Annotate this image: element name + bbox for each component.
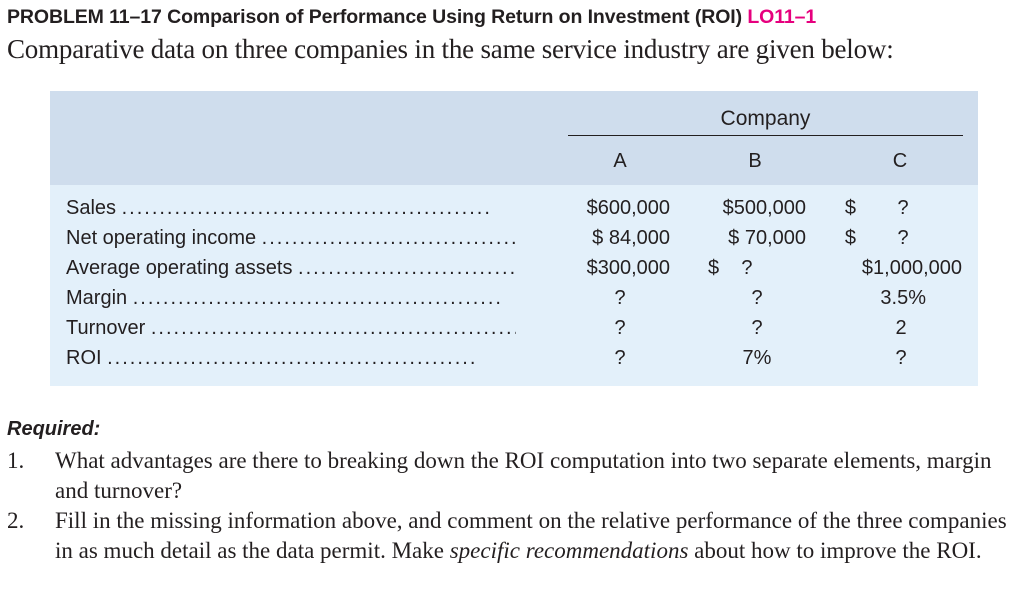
problem-title: PROBLEM 11–17 Comparison of Performance … [7,6,816,29]
table-row: Turnover ...............................… [50,313,978,343]
problem-intro: Comparative data on three companies in t… [7,34,894,64]
cell-b: ? [751,317,763,339]
table-row: Margin .................................… [50,283,978,313]
cell-b: ? [751,287,763,309]
cell-a: $300,000 [586,257,670,279]
row-label: ROI ....................................… [66,347,478,369]
table-row: ROI ....................................… [50,343,978,373]
cell-c: ? [895,347,907,369]
cell-b: $500,000 [722,197,806,219]
cell-a: ? [614,347,626,369]
table-row: Sales ..................................… [50,193,978,223]
row-label: Turnover ...............................… [66,317,516,339]
required-heading: Required: [7,418,101,440]
emphasis-text: specific recommendations [449,538,689,563]
item-text: What advantages are there to breaking do… [55,448,992,503]
cell-a: $600,000 [586,197,670,219]
problem-heading: PROBLEM 11–17 Comparison of Performance … [7,6,743,28]
row-label: Net operating income ...................… [66,227,516,249]
column-header-c: C [892,150,908,172]
table-header: Company A B C [50,91,978,185]
required-item-2: 2. Fill in the missing information above… [7,506,1019,596]
company-group-label: Company [720,107,811,130]
item-number: 1. [7,448,25,473]
cell-c: 2 [895,317,907,339]
cell-b: $ ? [708,257,753,279]
cell-c: $1,000,000 [861,257,962,279]
cell-c-currency [838,343,856,373]
item-text: Fill in the missing information above, a… [55,508,1007,563]
cell-a: ? [614,287,626,309]
cell-b: $ 70,000 [728,227,806,249]
cell-a: $ 84,000 [592,227,670,249]
table-row: Average operating assets ...............… [50,253,978,283]
company-header-rule [568,135,963,136]
cell-c-currency [838,313,856,343]
column-header-b: B [748,150,762,172]
required-item-1: 1. What advantages are there to breaking… [7,446,1019,506]
cell-b: 7% [742,347,772,369]
data-table: Company A B C Sales ....................… [50,91,978,386]
column-header-a: A [613,150,627,172]
learning-objective-code: LO11–1 [747,6,817,28]
cell-c-currency: $ [844,197,856,219]
row-label: Sales ..................................… [66,197,492,219]
cell-c: ? [897,227,909,249]
row-label: Average operating assets ...............… [66,257,516,279]
cell-a: ? [614,317,626,339]
row-label: Margin .................................… [66,287,503,309]
item-number: 2. [7,508,25,533]
cell-c: 3.5% [880,287,926,309]
cell-c: ? [897,197,909,219]
cell-c-currency: $ [844,227,856,249]
table-row: Net operating income ...................… [50,223,978,253]
